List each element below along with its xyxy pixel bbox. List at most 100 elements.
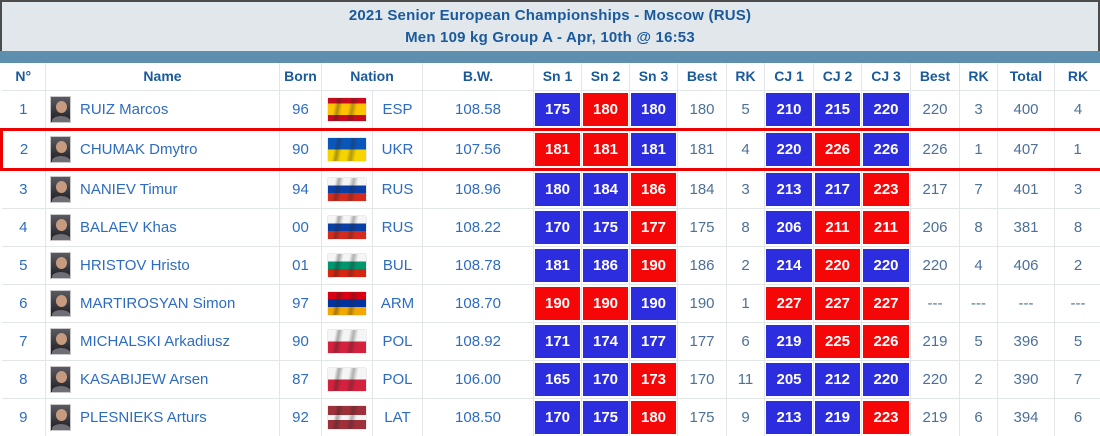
column-header-cj3: CJ 3 [862,63,911,90]
snatch-attempt-1-value: 171 [535,325,580,358]
total-rank: 5 [1055,322,1100,360]
snatch-attempt-3: 177 [630,208,678,246]
body-weight: 108.92 [423,322,534,360]
cleanjerk-attempt-3-value: 220 [863,249,909,282]
cleanjerk-best: 219 [911,322,960,360]
total: 394 [998,398,1055,436]
cleanjerk-attempt-1: 213 [765,169,814,208]
athlete-name: NANIEV Timur [80,181,178,198]
snatch-rank: 5 [727,90,765,129]
nation-code: UKR [373,129,423,169]
cleanjerk-attempt-1: 219 [765,322,814,360]
cleanjerk-best: 219 [911,398,960,436]
total: 396 [998,322,1055,360]
cleanjerk-attempt-1: 220 [765,129,814,169]
cleanjerk-best: 220 [911,360,960,398]
snatch-attempt-2: 181 [582,129,630,169]
body-weight: 108.78 [423,246,534,284]
cleanjerk-attempt-1-value: 205 [766,363,812,396]
snatch-attempt-2-value: 175 [583,401,628,434]
snatch-best: 175 [678,208,727,246]
snatch-attempt-3-value: 190 [631,249,676,282]
athlete-name: RUIZ Marcos [80,101,168,118]
snatch-attempt-2-value: 186 [583,249,628,282]
cleanjerk-attempt-2: 219 [814,398,862,436]
cleanjerk-attempt-2-value: 212 [815,363,860,396]
start-number: 7 [2,322,46,360]
rus-flag-icon [328,178,366,201]
snatch-rank: 9 [727,398,765,436]
total-rank: 6 [1055,398,1100,436]
cleanjerk-attempt-3-value: 223 [863,401,909,434]
cleanjerk-attempt-1: 227 [765,284,814,322]
snatch-attempt-2-value: 170 [583,363,628,396]
cleanjerk-rank: 4 [960,246,998,284]
snatch-attempt-3: 190 [630,284,678,322]
cleanjerk-attempt-2-value: 227 [815,287,860,320]
cleanjerk-rank: 7 [960,169,998,208]
cleanjerk-rank: --- [960,284,998,322]
athlete-photo [50,136,71,163]
body-weight: 108.50 [423,398,534,436]
start-number: 3 [2,169,46,208]
cleanjerk-attempt-3: 211 [862,208,911,246]
nation-code: BUL [373,246,423,284]
total-rank: 1 [1055,129,1100,169]
esp-flag-icon [328,98,366,121]
cleanjerk-attempt-3-value: 223 [863,173,909,206]
nation-code: LAT [373,398,423,436]
athlete-photo [50,176,71,203]
snatch-attempt-2-value: 175 [583,211,628,244]
total-rank: 8 [1055,208,1100,246]
total: 406 [998,246,1055,284]
cleanjerk-attempt-1-value: 213 [766,401,812,434]
cleanjerk-attempt-1-value: 206 [766,211,812,244]
cleanjerk-attempt-1: 210 [765,90,814,129]
cleanjerk-attempt-2: 225 [814,322,862,360]
cleanjerk-attempt-2-value: 217 [815,173,860,206]
snatch-attempt-3-value: 190 [631,287,676,320]
cleanjerk-attempt-3: 223 [862,398,911,436]
born-year: 94 [280,169,322,208]
column-header-best: Best [678,63,727,90]
athlete-name-cell: HRISTOV Hristo [46,246,280,284]
snatch-best: 181 [678,129,727,169]
born-year: 92 [280,398,322,436]
cleanjerk-attempt-2-value: 225 [815,325,860,358]
athlete-name-cell: NANIEV Timur [46,169,280,208]
column-header-sn3: Sn 3 [630,63,678,90]
born-year: 87 [280,360,322,398]
total: 401 [998,169,1055,208]
cleanjerk-attempt-2-value: 226 [815,133,860,166]
snatch-attempt-3-value: 181 [631,133,676,166]
snatch-attempt-1-value: 181 [535,249,580,282]
cleanjerk-rank: 8 [960,208,998,246]
snatch-attempt-2: 175 [582,208,630,246]
athlete-photo [50,366,71,393]
athlete-name: BALAEV Khas [80,219,177,236]
cleanjerk-best: 220 [911,90,960,129]
snatch-rank: 4 [727,129,765,169]
results-window: 2021 Senior European Championships - Mos… [0,0,1100,427]
snatch-attempt-3: 180 [630,90,678,129]
snatch-attempt-3: 186 [630,169,678,208]
column-header-nation: Nation [322,63,423,90]
snatch-attempt-3: 173 [630,360,678,398]
snatch-attempt-2: 170 [582,360,630,398]
cleanjerk-attempt-3-value: 226 [863,133,909,166]
snatch-rank: 8 [727,208,765,246]
snatch-attempt-1: 181 [534,129,582,169]
nation-code: ARM [373,284,423,322]
athlete-name-cell: MARTIROSYAN Simon [46,284,280,322]
snatch-attempt-2-value: 174 [583,325,628,358]
total: 381 [998,208,1055,246]
column-header-n: N° [2,63,46,90]
snatch-attempt-2-value: 184 [583,173,628,206]
born-year: 96 [280,90,322,129]
cleanjerk-attempt-3-value: 226 [863,325,909,358]
snatch-attempt-1-value: 180 [535,173,580,206]
cleanjerk-attempt-1: 206 [765,208,814,246]
